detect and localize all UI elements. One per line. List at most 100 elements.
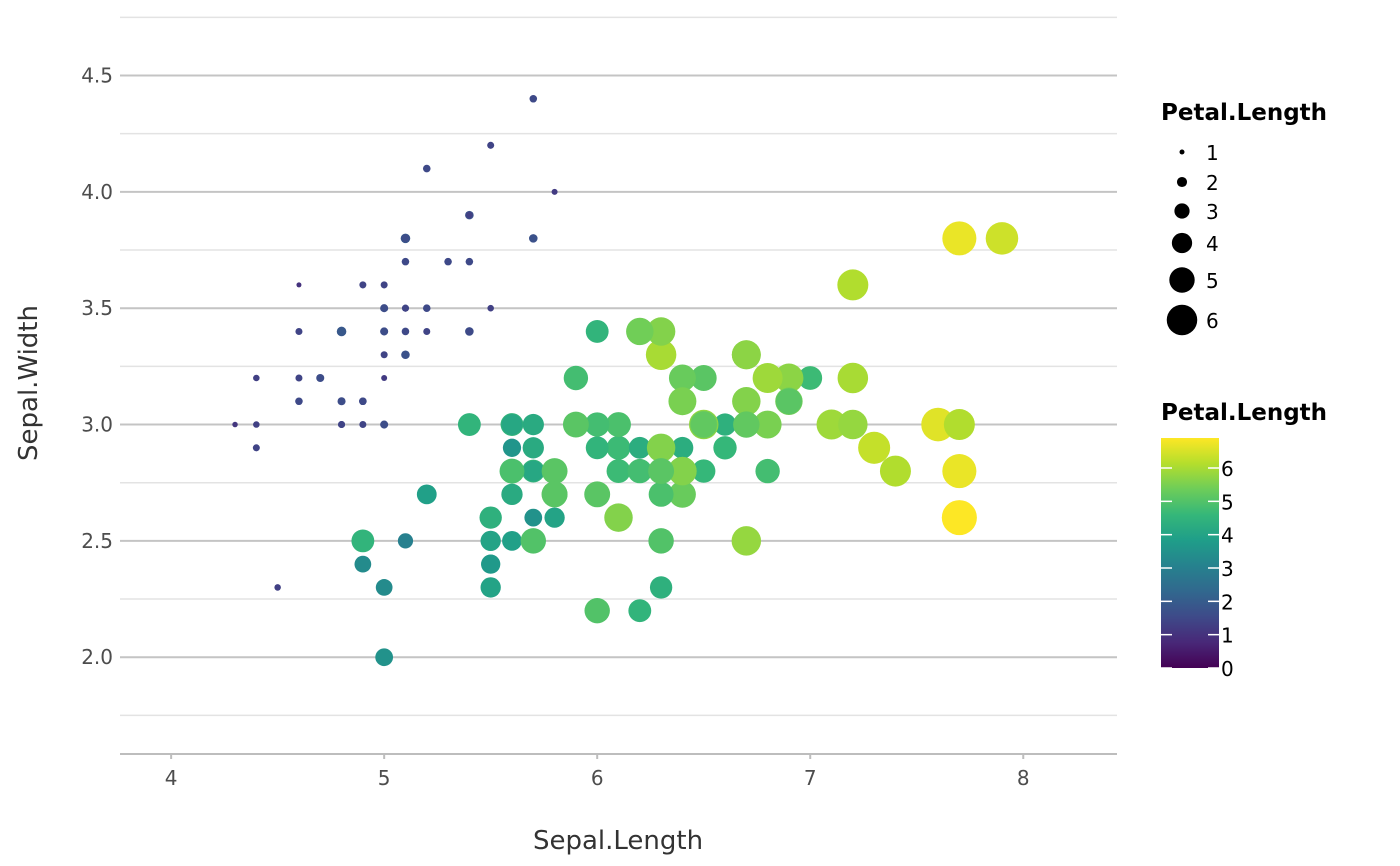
data-point xyxy=(401,350,410,360)
colorbar-tick-label: 3 xyxy=(1221,557,1234,581)
colorbar-tick-label: 6 xyxy=(1221,457,1234,481)
y-tick-label: 4.0 xyxy=(81,180,113,204)
data-point xyxy=(879,455,911,487)
data-point xyxy=(733,411,760,438)
data-point xyxy=(381,374,388,382)
y-tick-label: 2.5 xyxy=(81,529,113,553)
data-point xyxy=(380,281,388,289)
colorbar-tick-label: 2 xyxy=(1221,590,1234,614)
data-point xyxy=(252,444,260,452)
colorbar-tick-label: 5 xyxy=(1221,490,1234,514)
data-point xyxy=(606,412,631,437)
size-legend-key xyxy=(1171,232,1193,254)
data-point xyxy=(253,421,260,428)
data-point xyxy=(585,320,609,343)
data-point xyxy=(562,411,589,438)
data-point xyxy=(465,257,474,266)
data-point xyxy=(626,317,654,346)
data-point xyxy=(480,577,501,598)
data-point xyxy=(423,327,431,335)
size-legend: Petal.Length 1 2 3 4 5 6 xyxy=(1161,100,1327,336)
data-point xyxy=(713,436,737,460)
data-point xyxy=(529,94,538,103)
colorbar-ticks: 0 1 2 3 4 5 6 xyxy=(1161,457,1234,681)
data-point xyxy=(584,597,610,624)
data-point xyxy=(941,500,977,536)
data-point xyxy=(541,481,568,508)
colorbar-tick-label: 1 xyxy=(1221,624,1234,648)
data-point xyxy=(522,413,544,436)
data-point xyxy=(520,528,546,554)
data-point xyxy=(354,555,372,573)
data-point xyxy=(713,413,737,436)
data-point xyxy=(731,526,762,556)
data-point xyxy=(401,327,410,336)
data-point xyxy=(380,327,389,336)
size-legend-label: 2 xyxy=(1206,171,1219,195)
y-tick-labels: 2.0 2.5 3.0 3.5 4.0 4.5 xyxy=(81,64,113,670)
data-point xyxy=(985,222,1019,255)
color-legend: Petal.Length 0 1 2 3 4 5 6 xyxy=(1161,400,1327,681)
data-point xyxy=(295,327,303,335)
data-point xyxy=(487,141,495,149)
data-point xyxy=(563,365,589,391)
data-point xyxy=(524,508,543,527)
data-point xyxy=(731,340,761,370)
size-legend-label: 3 xyxy=(1206,200,1219,224)
data-points xyxy=(232,94,1019,667)
data-point xyxy=(359,421,367,429)
size-legend-key xyxy=(1176,176,1188,188)
y-tick-label: 3.5 xyxy=(81,296,113,320)
size-legend-label: 4 xyxy=(1206,232,1219,256)
data-point xyxy=(671,436,694,459)
data-point xyxy=(645,339,677,370)
data-point xyxy=(837,269,869,301)
size-legend-key xyxy=(1169,267,1195,293)
data-point xyxy=(501,483,523,506)
data-point xyxy=(422,304,431,312)
size-legend-title: Petal.Length xyxy=(1161,100,1327,126)
data-point xyxy=(380,304,389,313)
data-point xyxy=(336,326,347,337)
data-point xyxy=(648,528,674,554)
data-point xyxy=(501,414,523,435)
data-point xyxy=(668,387,697,416)
y-tick-label: 2.0 xyxy=(81,645,113,669)
data-point xyxy=(585,436,609,460)
data-point xyxy=(295,397,303,406)
data-point xyxy=(232,421,238,428)
y-tick-label: 4.5 xyxy=(81,64,113,88)
x-axis-title: Sepal.Length xyxy=(533,826,703,856)
data-point xyxy=(351,529,375,553)
data-point xyxy=(416,484,437,505)
data-point xyxy=(522,460,544,482)
size-legend-label: 6 xyxy=(1206,309,1219,333)
size-legend-label: 1 xyxy=(1206,141,1219,165)
data-point xyxy=(359,397,367,406)
data-point xyxy=(753,410,782,439)
data-point xyxy=(541,458,568,485)
data-point xyxy=(646,433,676,463)
data-point xyxy=(627,458,652,484)
data-point xyxy=(752,363,783,393)
data-point xyxy=(401,304,409,312)
x-tick-label: 6 xyxy=(591,766,604,790)
data-point xyxy=(316,373,325,383)
data-point xyxy=(401,257,410,266)
data-point xyxy=(648,481,674,507)
data-point xyxy=(479,506,502,529)
data-point xyxy=(606,459,631,484)
colorbar-tick-label: 0 xyxy=(1221,657,1234,681)
y-tick-label: 3.0 xyxy=(81,413,113,437)
x-tick-labels: 4 5 6 7 8 xyxy=(165,754,1030,790)
data-point xyxy=(816,409,847,440)
size-legend-items: 1 2 3 4 5 6 xyxy=(1166,141,1219,336)
data-point xyxy=(457,413,481,436)
x-tick-label: 4 xyxy=(165,766,178,790)
data-point xyxy=(942,221,977,256)
data-point xyxy=(585,412,610,437)
data-point xyxy=(648,458,675,485)
data-point xyxy=(499,458,525,484)
data-point xyxy=(755,458,780,484)
